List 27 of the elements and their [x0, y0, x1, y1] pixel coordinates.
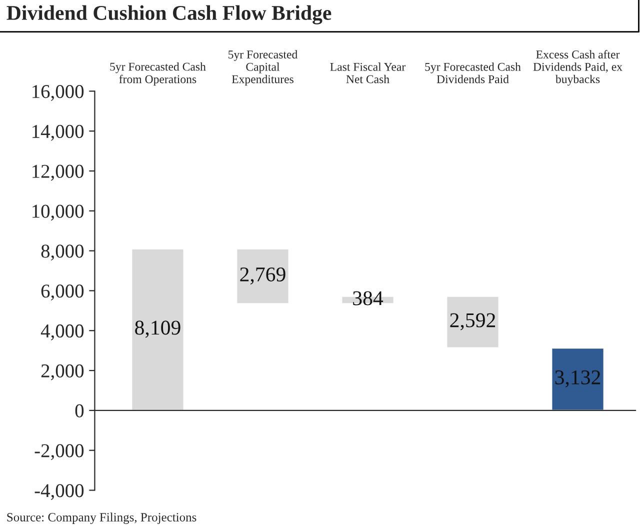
x-tick-label: 5yr Forecasted Capital Expenditures: [228, 50, 298, 86]
y-tick-label: 6,000: [41, 284, 84, 300]
y-tick-label: 4,000: [40, 324, 84, 340]
y-tick-label: 2,000: [41, 364, 84, 380]
x-tick-label: Excess Cash after Dividends Paid, ex buybacks: [533, 50, 622, 86]
y-tick-label: 10,000: [32, 204, 84, 221]
x-tick-label: 5yr Forecasted Cash Dividends Paid: [425, 62, 521, 84]
bar: [550, 347, 605, 412]
data-label: 384: [353, 291, 384, 306]
y-tick-label: 12,000: [32, 164, 84, 181]
data-label: 8,109: [135, 320, 180, 338]
source-note: Source: Company Filings, Projections: [7, 512, 196, 524]
y-tick-label: -4,000: [34, 484, 84, 500]
data-label: 2,592: [450, 313, 496, 330]
y-tick-label: 14,000: [32, 124, 84, 141]
data-label: 2,769: [240, 267, 286, 284]
chart-title: Dividend Cushion Cash Flow Bridge: [6, 5, 332, 24]
x-tick-label: Last Fiscal Year Net Cash: [330, 62, 406, 84]
y-tick-label: 16,000: [32, 84, 84, 101]
bar: [446, 296, 500, 349]
data-label: 3,132: [555, 370, 600, 388]
x-tick-label: 5yr Forecasted Cash from Operations: [110, 62, 206, 86]
y-tick-label: 8,000: [41, 244, 84, 261]
y-tick-label: 0: [75, 404, 84, 418]
bar: [236, 248, 290, 305]
y-tick-label: -2,000: [34, 444, 84, 460]
bar: [130, 248, 185, 412]
